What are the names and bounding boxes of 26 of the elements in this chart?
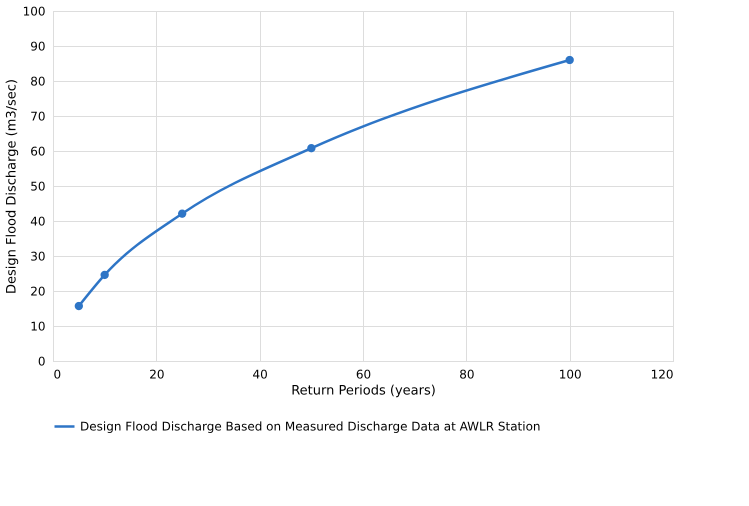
x-tick-label: 120 (650, 368, 674, 382)
point (74, 302, 84, 310)
point (565, 56, 574, 64)
x-tick-label: 100 (558, 368, 582, 382)
y-tick-label: 80 (30, 74, 46, 88)
y-tick-label: 90 (30, 40, 46, 54)
y-tick-label: 0 (38, 354, 46, 368)
legend-label: Design Flood Discharge Based on Measured Discharge Data at AWLR Station (80, 420, 541, 434)
point (307, 144, 316, 152)
y-tick-label: 100 (22, 4, 46, 18)
x-tick-label: 60 (356, 368, 372, 382)
y-tick-label: 70 (30, 110, 46, 124)
y-axis-title: Design Flood Discharge (m3/sec) (4, 78, 20, 294)
y-tick-label: 50 (30, 180, 46, 194)
y-tick-label: 10 (30, 320, 46, 334)
x-tick-label: 80 (459, 368, 474, 382)
y-tick-label: 40 (30, 214, 46, 228)
x-tick-label: 40 (252, 368, 268, 382)
y-tick-label: 30 (30, 250, 46, 264)
point (100, 270, 109, 280)
x-axis-title: Return Periods (years) (291, 384, 436, 398)
x-tick-label: 0 (54, 368, 62, 382)
x-tick-label: 20 (149, 368, 164, 382)
y-tick-label: 20 (30, 284, 46, 298)
y-tick-label: 60 (30, 144, 46, 158)
point (178, 209, 186, 218)
